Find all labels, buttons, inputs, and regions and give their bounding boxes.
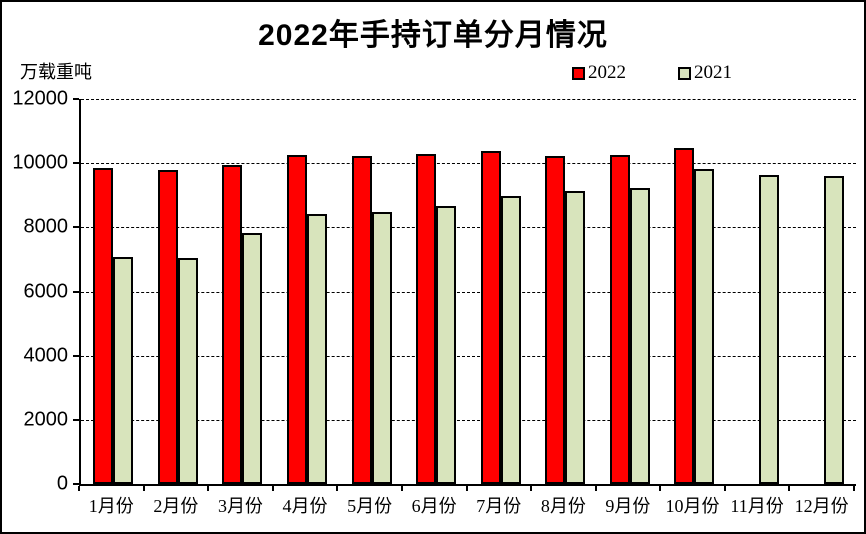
y-tick-mark-0: [73, 483, 79, 485]
legend-label-2021: 2021: [694, 62, 732, 83]
y-tick-label-10000: 10000: [12, 151, 68, 174]
x-tick-mark-6: [466, 486, 468, 491]
bar-2022-9月份: [609, 155, 630, 484]
bar-2022-2月份: [157, 170, 178, 484]
x-label-9月份: 9月份: [605, 496, 651, 516]
x-label-2月份: 2月份: [153, 496, 199, 516]
bar-2021-8月份: [565, 191, 586, 484]
x-tick-mark-4: [336, 486, 338, 491]
legend-swatch-2022: [572, 66, 585, 80]
bar-group-9月份: [598, 99, 663, 484]
bar-group-1月份: [81, 99, 146, 484]
x-tick-mark-10: [724, 486, 726, 491]
x-tick-mark-2: [207, 486, 209, 491]
legend-item-2021: 2021: [678, 62, 732, 84]
x-label-11月份: 11月份: [730, 496, 784, 516]
bar-group-7月份: [468, 99, 533, 484]
bar-group-5月份: [339, 99, 404, 484]
y-tick-label-4000: 4000: [23, 344, 69, 367]
y-axis-unit-label: 万载重吨: [20, 62, 92, 82]
x-label-10月份: 10月份: [665, 496, 720, 516]
bar-group-11月份: [727, 99, 792, 484]
x-label-8月份: 8月份: [540, 496, 586, 516]
x-label-5月份: 5月份: [347, 496, 393, 516]
x-label-7月份: 7月份: [476, 496, 522, 516]
x-tick-mark-1: [143, 486, 145, 491]
bar-group-10月份: [662, 99, 727, 484]
bar-2021-2月份: [177, 258, 198, 484]
x-tick-mark-11: [788, 486, 790, 491]
y-tick-label-0: 0: [56, 472, 68, 495]
legend-item-2022: 2022: [572, 62, 626, 84]
x-tick-mark-3: [272, 486, 274, 491]
bar-2022-4月份: [287, 155, 308, 484]
y-tick-mark-4000: [73, 354, 79, 357]
bar-group-3月份: [210, 99, 275, 484]
x-label-3月份: 3月份: [217, 496, 263, 516]
bar-2022-1月份: [93, 168, 114, 484]
legend: 2022 2021: [572, 62, 732, 84]
plot-area: [79, 99, 856, 486]
bar-2021-5月份: [371, 212, 392, 484]
x-tick-mark-12: [853, 486, 855, 491]
bar-group-12月份: [791, 99, 856, 484]
bar-2021-3月份: [242, 233, 263, 484]
bar-2022-5月份: [351, 156, 372, 484]
x-label-12月份: 12月份: [794, 496, 849, 516]
y-tick-label-8000: 8000: [23, 215, 69, 238]
legend-swatch-2021: [678, 66, 691, 80]
y-tick-mark-2000: [73, 418, 79, 421]
x-label-6月份: 6月份: [411, 496, 457, 516]
bar-2022-7月份: [480, 151, 501, 484]
bar-group-8月份: [533, 99, 598, 484]
x-tick-mark-0: [78, 486, 80, 491]
bar-2021-6月份: [436, 206, 457, 484]
x-tick-mark-5: [401, 486, 403, 491]
y-tick-mark-10000: [73, 162, 79, 165]
bar-2021-12月份: [823, 176, 844, 484]
bar-2021-9月份: [629, 188, 650, 484]
chart-title: 2022年手持订单分月情况: [258, 19, 608, 52]
bar-group-6月份: [404, 99, 469, 484]
y-tick-label-6000: 6000: [23, 280, 69, 302]
y-tick-label-2000: 2000: [23, 408, 69, 431]
y-tick-mark-8000: [73, 226, 79, 229]
bar-group-4月份: [275, 99, 340, 484]
bar-2021-11月份: [759, 175, 780, 484]
bar-group-2月份: [146, 99, 211, 484]
y-axis-tick-labels: 0 2000 4000 6000 8000 10000 12000: [2, 88, 69, 495]
x-label-1月份: 1月份: [88, 496, 134, 516]
y-tick-mark-6000: [73, 290, 79, 293]
bar-2021-1月份: [113, 257, 134, 484]
bar-2021-4月份: [307, 214, 328, 484]
y-tick-label-12000: 12000: [12, 87, 68, 110]
x-tick-mark-9: [659, 486, 661, 491]
bar-2022-8月份: [545, 156, 566, 484]
bar-2021-7月份: [500, 196, 521, 484]
bar-2021-10月份: [694, 169, 715, 484]
bar-2022-3月份: [222, 165, 243, 484]
x-tick-mark-7: [530, 486, 532, 491]
legend-label-2022: 2022: [588, 62, 626, 83]
x-tick-mark-8: [595, 486, 597, 491]
bar-2022-6月份: [416, 154, 437, 484]
x-axis-labels: 1月份 2月份 3月份 4月份 5月份 6月份 7月份 8月份 9月份 10月份 11月份 12月份: [79, 492, 854, 518]
y-tick-mark-12000: [73, 98, 79, 100]
bar-2022-10月份: [674, 148, 695, 484]
x-label-4月份: 4月份: [282, 496, 328, 516]
